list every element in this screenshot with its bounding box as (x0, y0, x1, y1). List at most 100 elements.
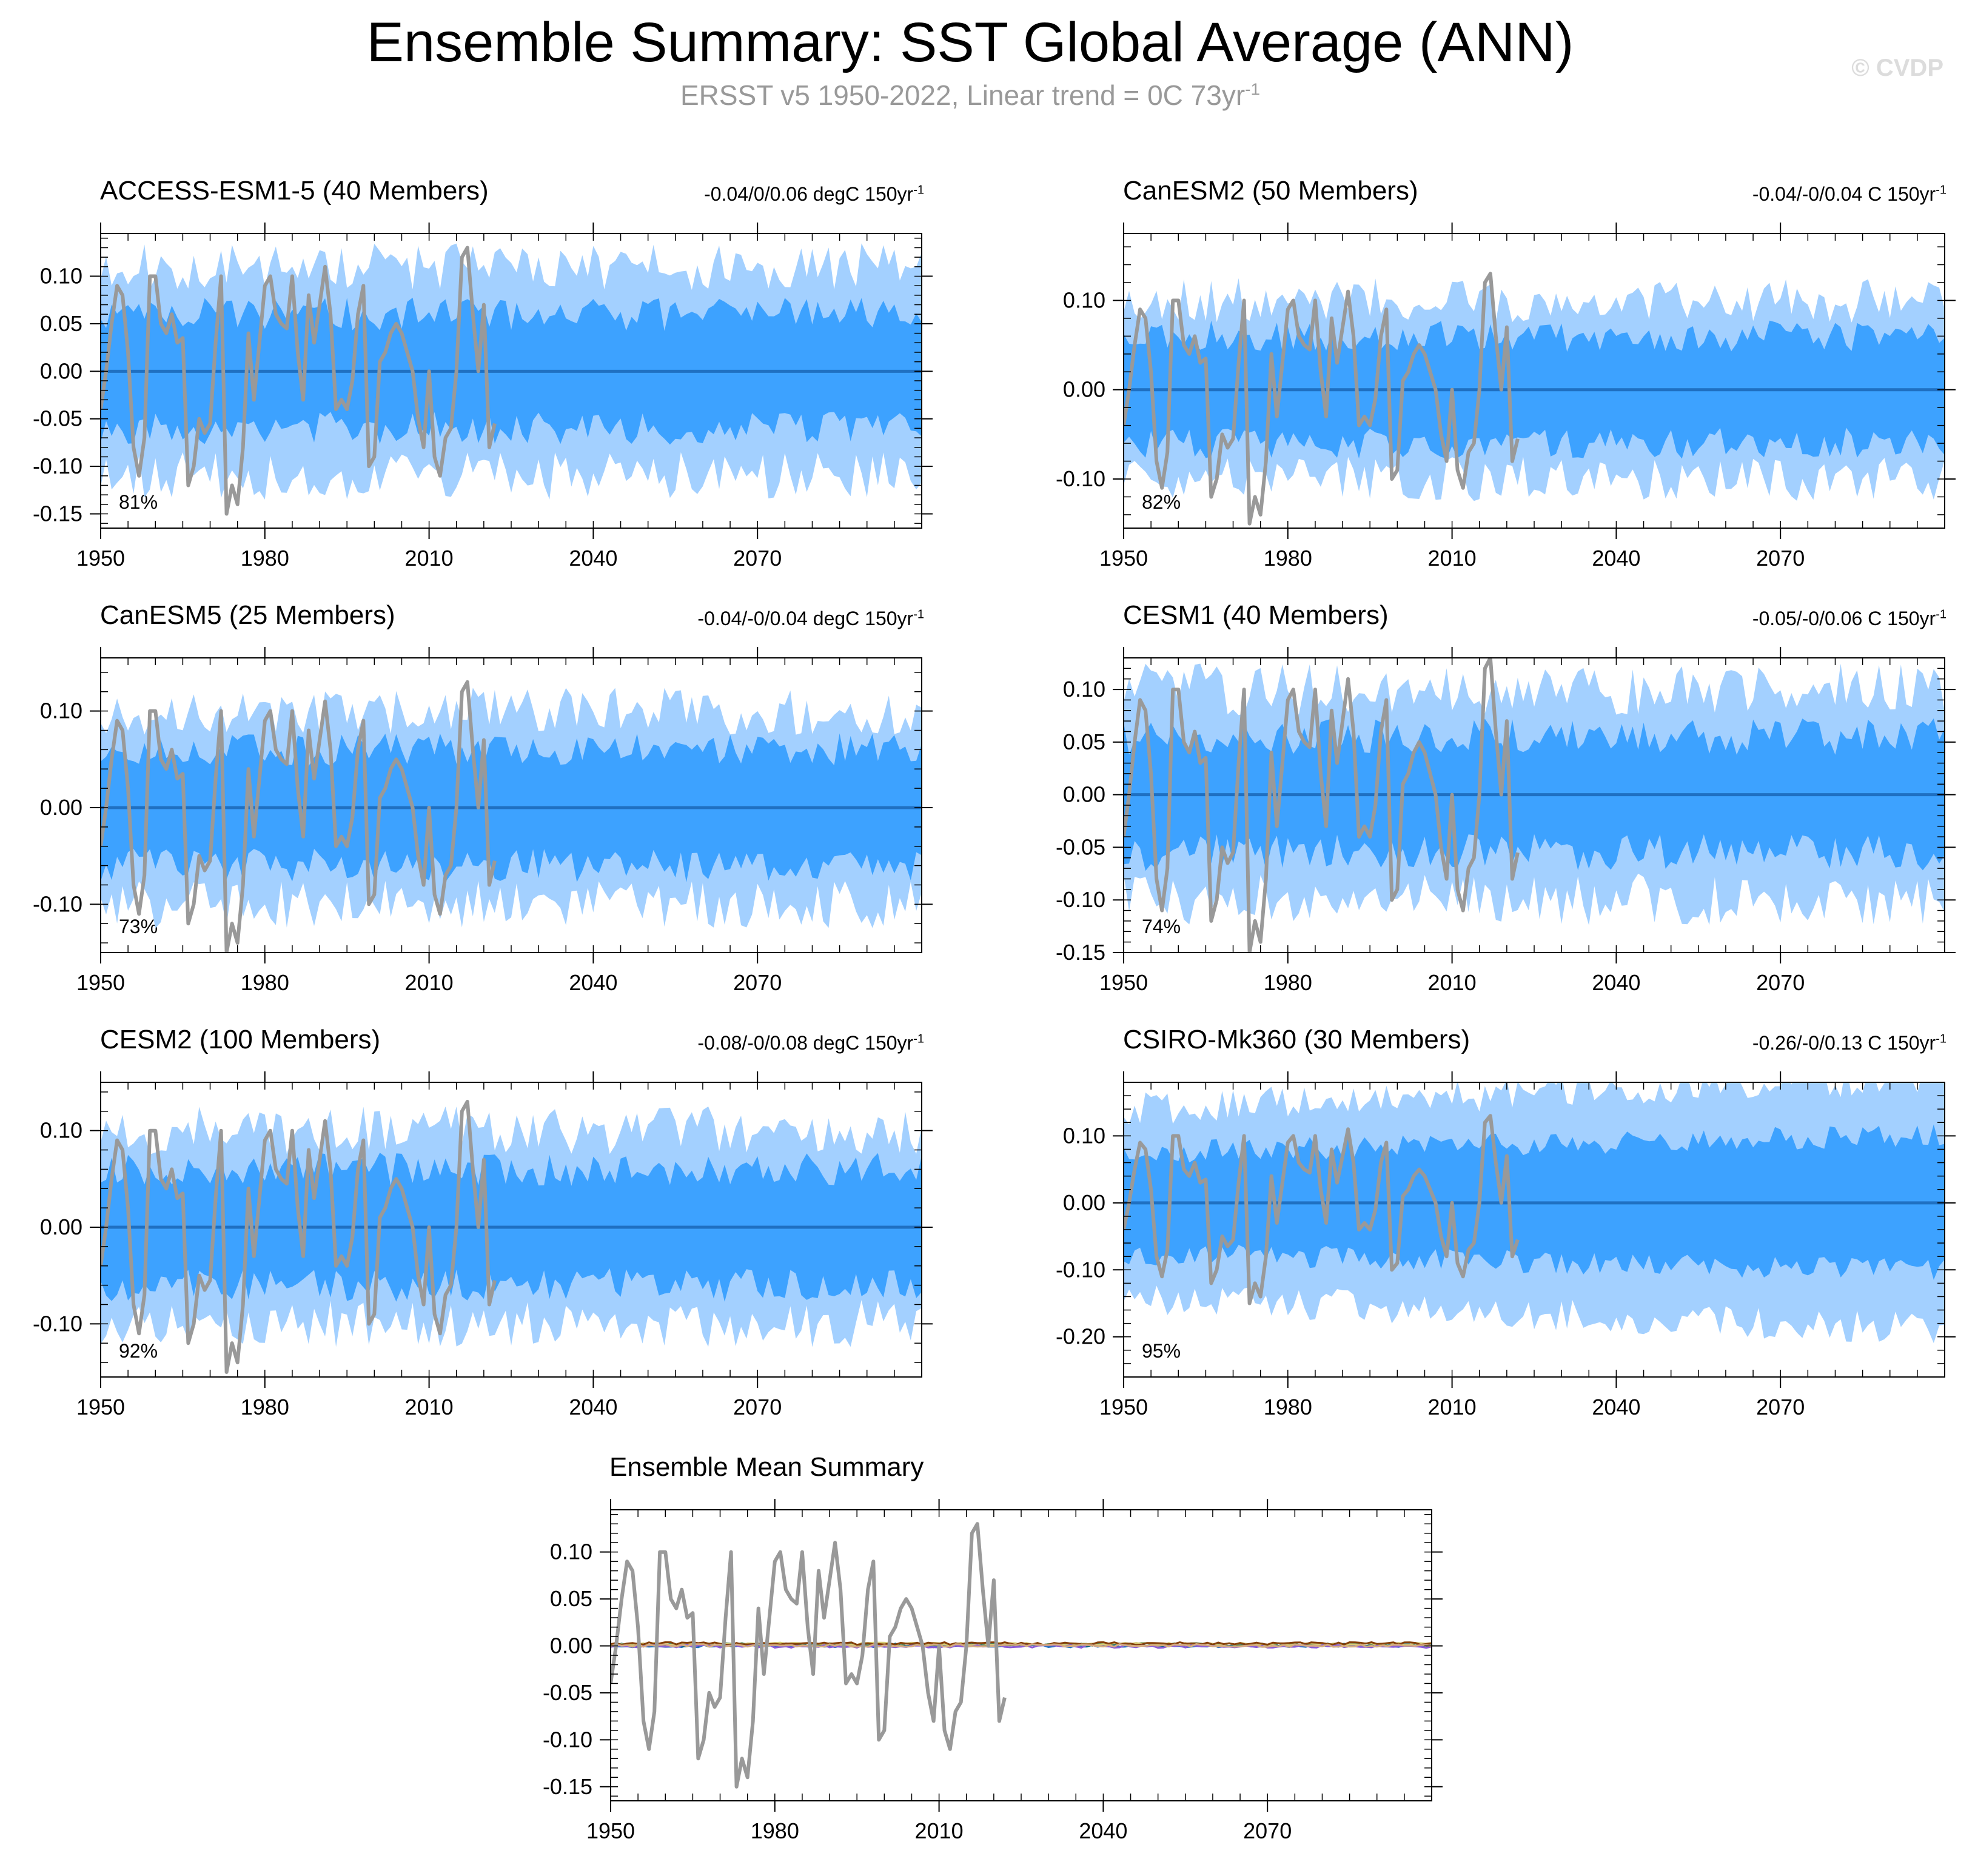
mean-panel-ytick-label: 0.10 (550, 1539, 592, 1564)
panel-6-xtick-label: 2010 (1428, 1395, 1477, 1419)
panel-4-ytick-label: 0.05 (1063, 729, 1105, 754)
mean-plot-area (611, 1522, 1432, 1789)
panel-percent-cesm1: 74% (1142, 916, 1181, 937)
mean-observation-line (611, 1522, 1007, 1789)
panel-5-frame (100, 1082, 922, 1378)
mean-series-line-5 (611, 1641, 1432, 1646)
panel-5-xtick-label: 2070 (733, 1395, 782, 1419)
panel-percent-canesm5: 73% (119, 916, 158, 937)
subtitle-superscript: -1 (1245, 79, 1261, 99)
subtitle-text: ERSST v5 1950-2022, Linear trend = 0C 73… (680, 79, 1246, 111)
panel-6-xtick-label: 2070 (1756, 1395, 1805, 1419)
panel-trend-access-esm1-5: -0.04/0/0.06 degC 150yr-1 (704, 183, 924, 205)
mean-panel-ytick-label: 0.00 (550, 1633, 592, 1658)
panel-4-xtick-label: 2010 (1428, 970, 1477, 995)
panel-1-ytick-label: 0.10 (40, 264, 82, 289)
panel-5-axes: -0.10 0.00 0.10 1950 1980 2010 2040 2070 (33, 1071, 933, 1419)
panel-2-xtick-label: 2010 (1428, 546, 1477, 571)
panel-5-xtick-label: 2040 (569, 1395, 617, 1419)
mean-panel-title: Ensemble Mean Summary (609, 1452, 924, 1482)
panel-4-axes: -0.15 -0.10 -0.05 0.00 0.05 0.10 1950 1980 2010 2… (1056, 647, 1956, 995)
panel-title-cesm1: CESM1 (40 Members) (1123, 600, 1389, 630)
panel-6-ytick-label: -0.20 (1056, 1324, 1105, 1349)
panel-1-ytick-label: 0.05 (40, 311, 82, 336)
panel-trend-cesm2: -0.08/-0/0.08 degC 150yr-1 (697, 1032, 924, 1054)
panel-2-xtick-label: 2040 (1592, 546, 1640, 571)
panel-5-ytick-label: 0.10 (40, 1118, 82, 1143)
panel-1-ytick-label: -0.10 (33, 454, 82, 478)
panel-4-observation-line (1124, 658, 1520, 953)
panel-2-xtick-label: 1950 (1099, 546, 1148, 571)
panel-title-canesm2: CanESM2 (50 Members) (1123, 176, 1418, 206)
mean-panel-ytick-label: -0.15 (543, 1774, 592, 1799)
mean-panel-xtick-label: 2010 (915, 1818, 964, 1843)
copyright-notice: © CVDP (1851, 55, 1943, 81)
panel-5-ytick-label: -0.10 (33, 1311, 82, 1336)
panel-2-ytick-label: -0.10 (1056, 466, 1105, 491)
panel-3-ytick-label: 0.00 (40, 795, 82, 820)
panel-percent-csiro-mk360: 95% (1142, 1340, 1181, 1362)
panel-4-plot-area (1124, 658, 1945, 953)
mean-panel-xtick-label: 1950 (586, 1818, 635, 1843)
mean-panel-xtick-label: 1980 (751, 1818, 799, 1843)
panel-2-frame (1123, 233, 1945, 529)
page-subtitle: ERSST v5 1950-2022, Linear trend = 0C 73… (0, 79, 1940, 112)
panel-2-ytick-label: 0.00 (1063, 377, 1105, 402)
panel-1-ytick-label: 0.00 (40, 358, 82, 383)
mean-panel-ytick-label: 0.05 (550, 1586, 592, 1611)
panel-title-access-esm1-5: ACCESS-ESM1-5 (40 Members) (100, 176, 489, 206)
panel-6-observation-line (1124, 1114, 1520, 1305)
panel-5-xtick-label: 1980 (241, 1395, 289, 1419)
panel-3-ytick-label: 0.10 (40, 698, 82, 723)
panel-title-csiro-mk360: CSIRO-Mk360 (30 Members) (1123, 1025, 1470, 1054)
panel-6-ytick-label: -0.10 (1056, 1257, 1105, 1282)
panel-2-observation-line (1124, 272, 1520, 526)
panel-1-axes: -0.15 -0.10 -0.05 0.00 0.05 0.10 1950 1980 2010 2… (33, 223, 933, 571)
panel-6-xtick-label: 2040 (1592, 1395, 1640, 1419)
panel-3-plot-area (101, 680, 922, 953)
panel-1-observation-line (101, 246, 497, 516)
panel-3-xtick-label: 2070 (733, 970, 782, 995)
panel-5-xtick-label: 1950 (76, 1395, 125, 1419)
panel-1-xtick-label: 1950 (76, 546, 125, 571)
panel-3-xtick-label: 1980 (241, 970, 289, 995)
panel-percent-cesm2: 92% (119, 1340, 158, 1362)
panel-4-xtick-label: 2070 (1756, 970, 1805, 995)
panel-2-plot-area (1124, 272, 1945, 526)
panel-6-xtick-label: 1980 (1264, 1395, 1312, 1419)
panel-1-ytick-label: -0.15 (33, 501, 82, 526)
panel-3-axes: -0.10 0.00 0.10 1950 1980 2010 2040 2070 (33, 647, 933, 995)
mean-panel-axes: -0.15 -0.10 -0.05 0.00 0.05 0.10 1950 1980 2010 2… (543, 1499, 1443, 1843)
panel-1-ytick-label: -0.05 (33, 406, 82, 431)
panel-6-plot-area (1124, 1082, 1945, 1344)
panel-3-frame (100, 657, 922, 953)
panel-4-ytick-label: 0.10 (1063, 677, 1105, 702)
panel-4-frame (1123, 657, 1945, 953)
panel-1-frame (100, 233, 922, 529)
mean-panel-frame (610, 1509, 1432, 1801)
panel-1-xtick-label: 2040 (569, 546, 617, 571)
panel-percent-access-esm1-5: 81% (119, 491, 158, 513)
panel-6-frame (1123, 1082, 1945, 1378)
panel-2-xtick-label: 2070 (1756, 546, 1805, 571)
panel-3-xtick-label: 2040 (569, 970, 617, 995)
panel-4-ytick-label: -0.10 (1056, 887, 1105, 912)
panel-percent-canesm2: 82% (1142, 491, 1181, 513)
panel-2-xtick-label: 1980 (1264, 546, 1312, 571)
panel-1-xtick-label: 2010 (405, 546, 454, 571)
mean-panel-ytick-label: -0.05 (543, 1680, 592, 1705)
panel-trend-csiro-mk360: -0.26/-0/0.13 C 150yr-1 (1752, 1032, 1946, 1054)
panel-4-xtick-label: 2040 (1592, 970, 1640, 995)
panel-2-axes: -0.10 0.00 0.10 1950 1980 2010 2040 2070 (1056, 223, 1956, 571)
panel-4-ytick-label: -0.05 (1056, 834, 1105, 859)
panel-2-ytick-label: 0.10 (1063, 287, 1105, 312)
panel-1-xtick-label: 1980 (241, 546, 289, 571)
panel-5-plot-area (101, 1099, 922, 1374)
panel-5-observation-line (101, 1099, 497, 1374)
panel-1-plot-area (101, 243, 922, 516)
panel-trend-cesm1: -0.05/-0/0.06 C 150yr-1 (1752, 608, 1946, 629)
mean-panel-ytick-label: -0.10 (543, 1727, 592, 1752)
mean-panel-xtick-label: 2040 (1079, 1818, 1127, 1843)
panel-4-xtick-label: 1950 (1099, 970, 1148, 995)
